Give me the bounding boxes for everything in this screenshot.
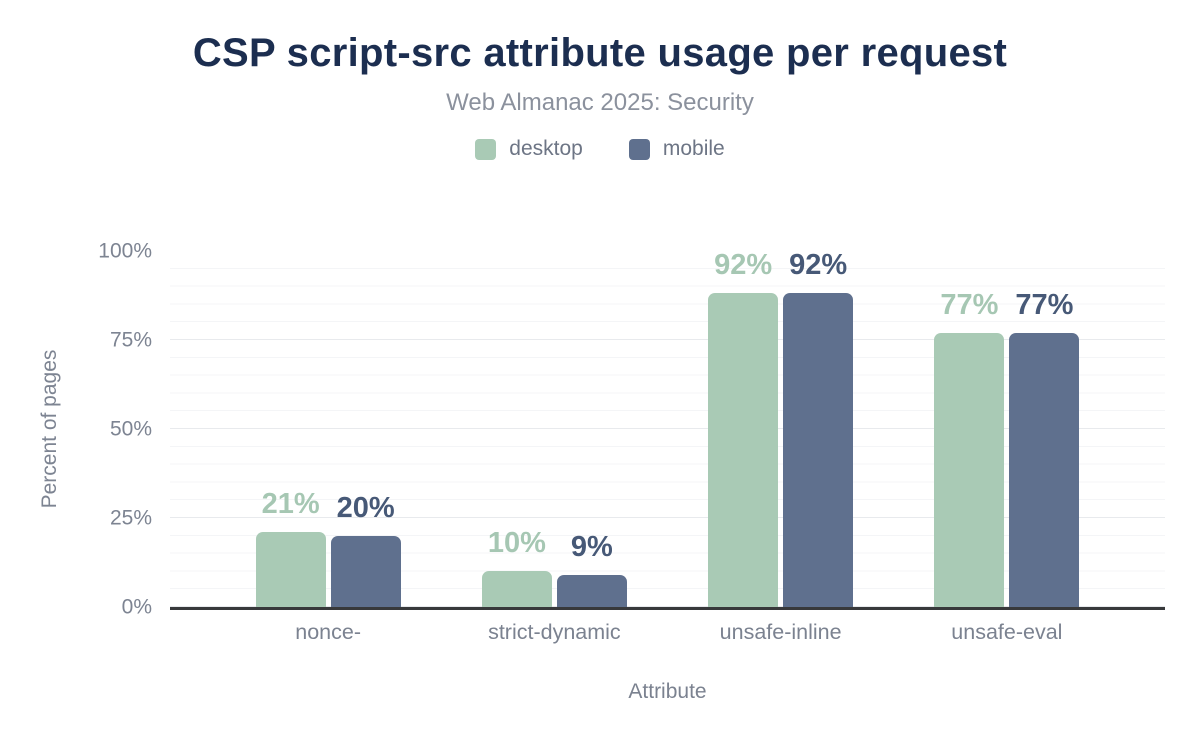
- bar-rect-desktop: [255, 532, 326, 607]
- y-tick-label: 0%: [121, 595, 152, 619]
- y-tick-label: 50%: [109, 417, 152, 441]
- bar-value-label-desktop: 77%: [940, 288, 999, 321]
- bar-rect-mobile: [330, 535, 401, 607]
- bar-rect-mobile: [556, 574, 627, 607]
- y-tick-label: 25%: [109, 506, 152, 530]
- x-axis-category-labels: nonce-strict-dynamic unsafe-inline unsafe-…: [170, 620, 1165, 645]
- bar-rect-desktop: [708, 293, 779, 607]
- bar-value-label-mobile: 20%: [336, 491, 395, 524]
- bar-group-strict-dynamic: 10% 9%: [441, 251, 667, 607]
- bar-group-unsafe-inline: 92% 92%: [668, 251, 894, 607]
- plot-area: 21% 20% 10% 9% 92% 92% 77% 77%: [170, 251, 1165, 610]
- bar-value-label-desktop: 21%: [261, 488, 320, 521]
- legend-item-mobile: mobile: [628, 137, 725, 161]
- y-tick-label: 75%: [109, 328, 152, 352]
- legend-label-mobile: mobile: [662, 137, 725, 160]
- bar-rect-mobile: [1009, 332, 1080, 607]
- bar-group-unsafe-eval: 77% 77%: [894, 251, 1120, 607]
- legend-swatch-mobile-icon: [628, 138, 650, 160]
- bar-value-label-mobile: 77%: [1015, 288, 1074, 321]
- y-axis-ticks: 0% 25% 50% 75% 100%: [0, 241, 152, 618]
- chart-subtitle: Web Almanac 2025: Security: [446, 89, 754, 116]
- y-tick-label: 100%: [98, 239, 152, 263]
- x-axis-title: Attribute: [628, 680, 707, 703]
- bar-value-label-mobile: 92%: [789, 249, 848, 281]
- bar-mobile-unsafe-eval: 77%: [1009, 251, 1080, 607]
- bar-rect-mobile: [783, 293, 854, 607]
- bar-desktop-strict-dynamic: 10%: [481, 251, 552, 607]
- x-category-label-unsafe-inline: unsafe-inline: [719, 620, 842, 644]
- legend-item-desktop: desktop: [475, 137, 583, 161]
- bar-desktop-nonce-: 21%: [255, 251, 326, 607]
- bar-mobile-unsafe-inline: 92%: [783, 249, 854, 607]
- x-category-label-strict-dynamic: strict-dynamic: [488, 620, 621, 644]
- chart-title: CSP script-src attribute usage per reque…: [192, 31, 1008, 75]
- x-category-label-unsafe-eval: unsafe-eval: [951, 620, 1063, 644]
- legend: desktop mobile: [0, 137, 1200, 161]
- bar-value-label-desktop: 92%: [714, 249, 773, 281]
- bar-desktop-unsafe-eval: 77%: [934, 251, 1005, 607]
- bar-value-label-mobile: 9%: [570, 530, 613, 563]
- bar-rect-desktop: [934, 332, 1005, 607]
- bar-mobile-strict-dynamic: 9%: [556, 251, 627, 607]
- bar-group-nonce-: 21% 20%: [215, 251, 441, 607]
- legend-swatch-desktop-icon: [475, 138, 497, 160]
- bar-mobile-nonce-: 20%: [330, 251, 401, 607]
- x-category-label-nonce-: nonce-: [295, 620, 361, 644]
- bar-value-label-desktop: 10%: [487, 527, 546, 560]
- bar-desktop-unsafe-inline: 92%: [708, 249, 779, 607]
- bar-rect-desktop: [481, 571, 552, 607]
- legend-label-desktop: desktop: [509, 137, 583, 160]
- bars-row: 21% 20% 10% 9% 92% 92% 77% 77%: [170, 251, 1165, 607]
